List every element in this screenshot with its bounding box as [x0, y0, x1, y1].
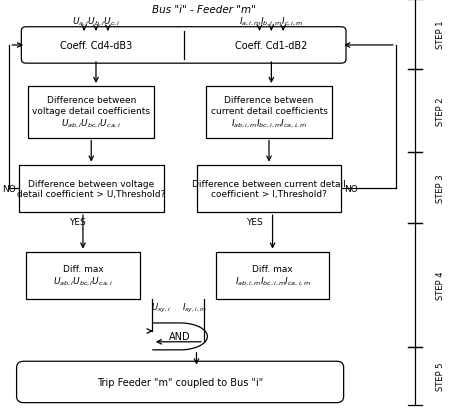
- Text: NO: NO: [2, 185, 17, 193]
- Text: Difference between
current detail coefficients
$I_{ab,i,m}I_{bc,i,m}I_{ca,i,m}$: Difference between current detail coeffi…: [210, 96, 328, 129]
- Text: NO: NO: [344, 185, 358, 193]
- Text: AND: AND: [169, 332, 191, 342]
- Text: STEP 3: STEP 3: [437, 173, 445, 202]
- Text: YES: YES: [69, 217, 85, 226]
- Text: Diff. max
$U_{ab,i}U_{bc,i}U_{ca,i}$: Diff. max $U_{ab,i}U_{bc,i}U_{ca,i}$: [53, 264, 113, 287]
- Text: STEP 1: STEP 1: [437, 21, 445, 49]
- FancyBboxPatch shape: [206, 87, 332, 138]
- Text: Trip Feeder "m" coupled to Bus "i": Trip Feeder "m" coupled to Bus "i": [97, 377, 263, 387]
- Text: $I_{a,i,m}I_{b,i,m}I_{c,i,m}$: $I_{a,i,m}I_{b,i,m}I_{c,i,m}$: [239, 15, 304, 28]
- FancyBboxPatch shape: [21, 28, 346, 64]
- FancyBboxPatch shape: [216, 252, 329, 299]
- FancyBboxPatch shape: [28, 87, 154, 138]
- Text: YES: YES: [246, 217, 263, 226]
- Text: STEP 4: STEP 4: [437, 271, 445, 299]
- Text: STEP 2: STEP 2: [437, 97, 445, 126]
- Text: Difference between
voltage detail coefficients
$U_{ab,i}U_{bc,i}U_{ca,i}$: Difference between voltage detail coeffi…: [32, 96, 150, 129]
- Text: $I_{xy,i,m}$: $I_{xy,i,m}$: [182, 301, 207, 314]
- FancyBboxPatch shape: [26, 252, 140, 299]
- Text: Difference between voltage
detail coefficient > U,Threshold?: Difference between voltage detail coeffi…: [17, 179, 165, 199]
- FancyBboxPatch shape: [197, 165, 341, 213]
- Text: Bus "i" - Feeder "m": Bus "i" - Feeder "m": [152, 5, 256, 15]
- Text: Coeff. Cd4-dB3: Coeff. Cd4-dB3: [60, 41, 132, 51]
- FancyBboxPatch shape: [17, 361, 344, 403]
- Text: Coeff. Cd1-dB2: Coeff. Cd1-dB2: [235, 41, 308, 51]
- Text: $U_{xy,i}$: $U_{xy,i}$: [151, 301, 171, 314]
- FancyBboxPatch shape: [19, 165, 164, 213]
- Polygon shape: [153, 323, 207, 350]
- Text: Diff. max
$I_{ab,i,m}I_{bc,i,m}I_{ca,i,m}$: Diff. max $I_{ab,i,m}I_{bc,i,m}I_{ca,i,m…: [235, 264, 310, 287]
- Text: $U_{a,i}U_{b,i}U_{c,i}$: $U_{a,i}U_{b,i}U_{c,i}$: [72, 15, 120, 28]
- Text: Difference between current detail
coefficient > I,Threshold?: Difference between current detail coeffi…: [192, 179, 346, 199]
- Text: STEP 5: STEP 5: [437, 362, 445, 390]
